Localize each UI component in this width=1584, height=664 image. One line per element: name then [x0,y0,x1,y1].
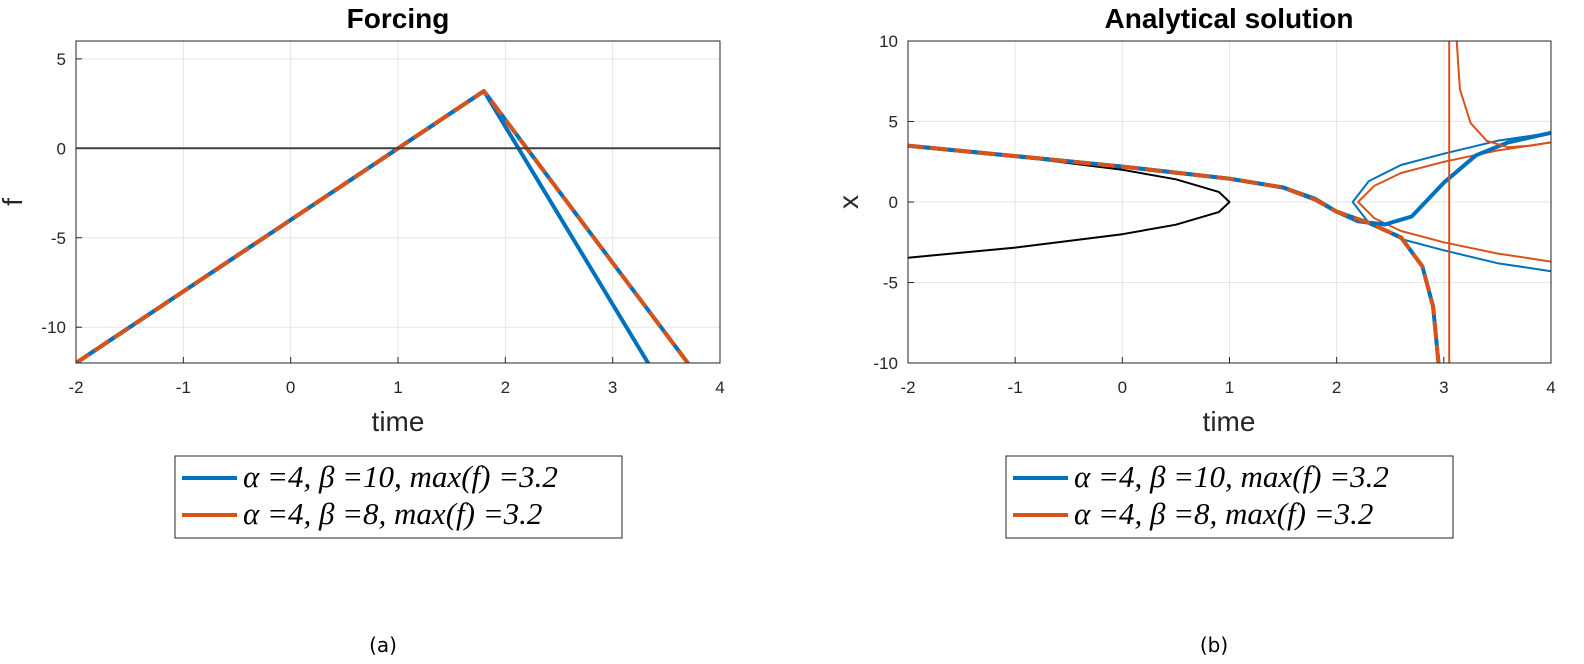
y-tick-label: 0 [57,139,66,158]
legend: α =4, β =10, max(f) =3.2 α =4, β =8, max… [174,455,623,539]
y-tick-label: 10 [879,32,898,51]
x-tick-label: 0 [1118,378,1127,397]
x-tick-label: 2 [501,378,510,397]
forcing-panel: Forcing -2 -1 0 1 2 3 4 50-5-10 time f α =4, β… [0,3,725,657]
axes-frame [907,40,1552,364]
legend-label: α =4, β =8, max(f) =3.2 [1074,496,1373,531]
analytical-solution-panel: Analytical solution -2 -1 0 1 2 3 4 1050-5-10 … [833,3,1556,657]
legend-box [174,455,623,539]
x-tick-labels: -2 -1 0 1 2 3 4 [68,378,724,397]
x-tick-label: 3 [1439,378,1448,397]
x-tick-label: 0 [286,378,295,397]
y-tick-label: -10 [873,354,898,373]
x-tick-label: 4 [715,378,724,397]
y-tick-labels: 5 0 -5 -10 [41,50,66,337]
plot-lines [908,41,1551,363]
x-tick-label: -1 [1008,378,1023,397]
y-tick-label: -5 [883,274,898,293]
reference-line [1357,141,1551,263]
caption: (b) [1200,633,1228,657]
chart-title: Forcing [347,3,450,34]
legend-label: α =4, β =8, max(f) =3.2 [243,496,542,531]
x-tick-labels: -2 -1 0 1 2 3 4 [900,378,1555,397]
x-tick-label: 1 [393,378,402,397]
y-tick-label: 5 [57,50,66,69]
x-axis-label: time [1203,406,1256,437]
series-line [908,143,1441,363]
reference-line [1455,41,1551,149]
reference-line [908,145,1231,259]
legend-label: α =4, β =10, max(f) =3.2 [243,459,558,494]
y-tick-label: 0 [889,193,898,212]
y-axis-label: x [833,195,864,209]
axes-frame [75,40,721,364]
x-tick-label: 3 [608,378,617,397]
series-line [76,89,690,363]
x-tick-label: -1 [176,378,191,397]
y-axis-label: f [0,198,28,206]
reference-line [1351,131,1551,273]
series-line [76,89,651,363]
series-underlay [76,89,690,363]
caption: (a) [369,633,397,657]
legend: α =4, β =10, max(f) =3.2 α =4, β =8, max… [1005,455,1454,539]
legend-box [1005,455,1454,539]
grid-lines [75,41,721,363]
x-axis-label: time [372,406,425,437]
plot-lines [76,89,720,363]
chart-title: Analytical solution [1105,3,1354,34]
y-tick-label: 5 [889,113,898,132]
x-tick-label: 4 [1546,378,1555,397]
y-tick-label: -5 [51,229,66,248]
x-tick-label: -2 [68,378,83,397]
x-tick-label: -2 [900,378,915,397]
x-tick-label: 2 [1332,378,1341,397]
legend-label: α =4, β =10, max(f) =3.2 [1074,459,1389,494]
y-tick-label: -10 [41,318,66,337]
x-tick-label: 1 [1225,378,1234,397]
y-tick-labels: 10 5 0 -5 -10 [873,32,898,373]
